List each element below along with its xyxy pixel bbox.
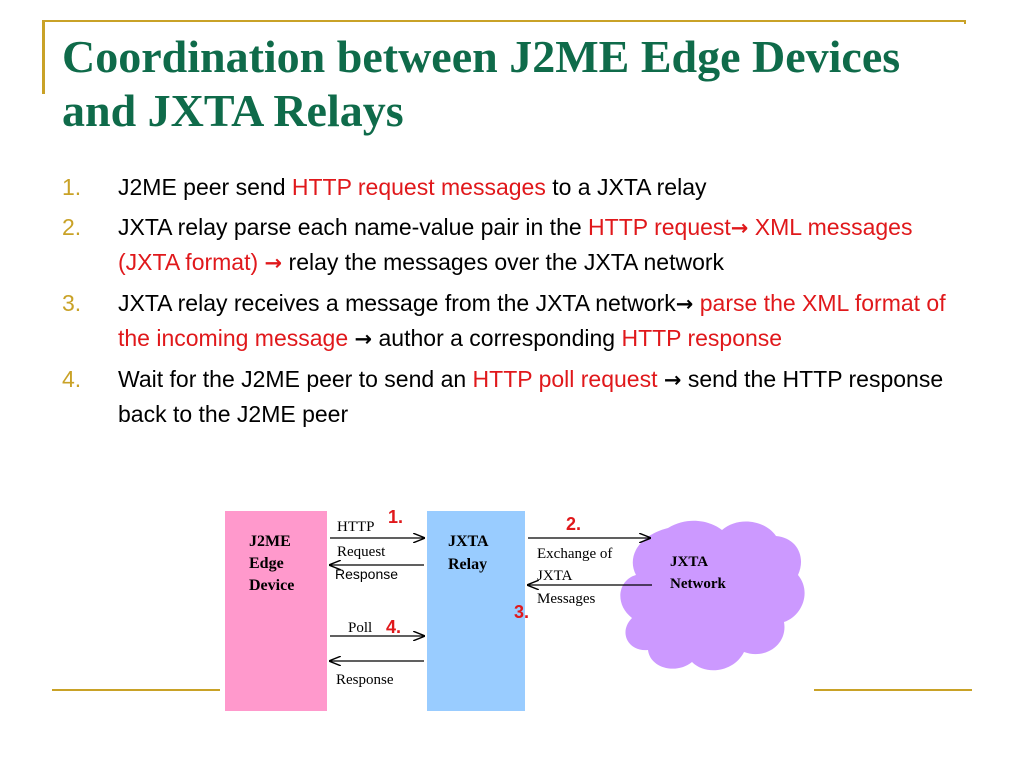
item-text: send the HTTP response back to the J2ME … xyxy=(118,366,944,427)
network-label: JXTA Network xyxy=(670,554,726,592)
item-text: JXTA relay parse each name-value pair in… xyxy=(118,214,589,240)
item-highlight: HTTP poll request xyxy=(472,366,658,392)
list-number: 4. xyxy=(62,366,82,392)
slide-title: Coordination between J2ME Edge Devices a… xyxy=(62,31,901,136)
jxta-network-cloud xyxy=(620,520,805,671)
arrow-icon: → xyxy=(730,216,749,240)
slide-frame-top xyxy=(42,20,964,22)
item-text: J2ME peer send xyxy=(118,174,292,200)
list-item-2: 2. JXTA relay parse each name-value pair… xyxy=(62,210,972,280)
poll-label: Poll xyxy=(348,620,372,636)
list-item-4: 4. Wait for the J2ME peer to send an HTT… xyxy=(62,362,972,431)
item-text: JXTA relay receives a message from the J… xyxy=(118,290,676,316)
http-request-label: HTTP Request xyxy=(337,519,386,560)
j2me-device-box xyxy=(225,511,327,711)
jxta-relay-box xyxy=(427,511,525,711)
item-highlight: XML messages (JXTA format) xyxy=(118,214,913,275)
footer-line-left xyxy=(52,689,220,691)
item-text: Wait for the J2ME peer to send an xyxy=(118,366,473,392)
arrow-icon: → xyxy=(675,292,694,316)
item-highlight: HTTP request messages xyxy=(291,174,546,200)
list-item-1: 1. J2ME peer send HTTP request messages … xyxy=(62,170,972,204)
list-number: 3. xyxy=(62,290,82,316)
item-text: relay the messages over the JXTA network xyxy=(282,249,725,275)
arrow-icon: → xyxy=(354,327,373,351)
device-label: J2ME Edge Device xyxy=(249,533,295,594)
item-highlight: parse the XML format of the incoming mes… xyxy=(118,290,946,351)
exchange-label: Exchange of JXTA Messages xyxy=(537,546,616,607)
list-item-3: 3. JXTA relay receives a message from th… xyxy=(62,286,972,356)
item-text: to a JXTA relay xyxy=(545,174,707,200)
step-label-1: 1. xyxy=(388,507,403,527)
item-text: author a corresponding xyxy=(372,325,622,351)
step-label-2: 2. xyxy=(566,514,581,534)
list-number: 2. xyxy=(62,214,82,240)
arrow-icon: → xyxy=(264,251,283,275)
step-label-3: 3. xyxy=(514,602,529,622)
item-highlight: HTTP response xyxy=(621,325,783,351)
relay-label: JXTA Relay xyxy=(448,533,492,573)
arrow-icon: → xyxy=(663,368,682,392)
step-label-4: 4. xyxy=(386,617,401,637)
slide-frame-right-tick xyxy=(964,20,966,24)
step-list: 1. J2ME peer send HTTP request messages … xyxy=(62,170,972,437)
slide-frame-left xyxy=(42,20,45,94)
footer-line-right xyxy=(814,689,972,691)
response-label: Response xyxy=(336,672,394,688)
list-number: 1. xyxy=(62,174,82,200)
response-label-small: Response xyxy=(335,566,398,582)
item-highlight: HTTP request xyxy=(588,214,731,240)
